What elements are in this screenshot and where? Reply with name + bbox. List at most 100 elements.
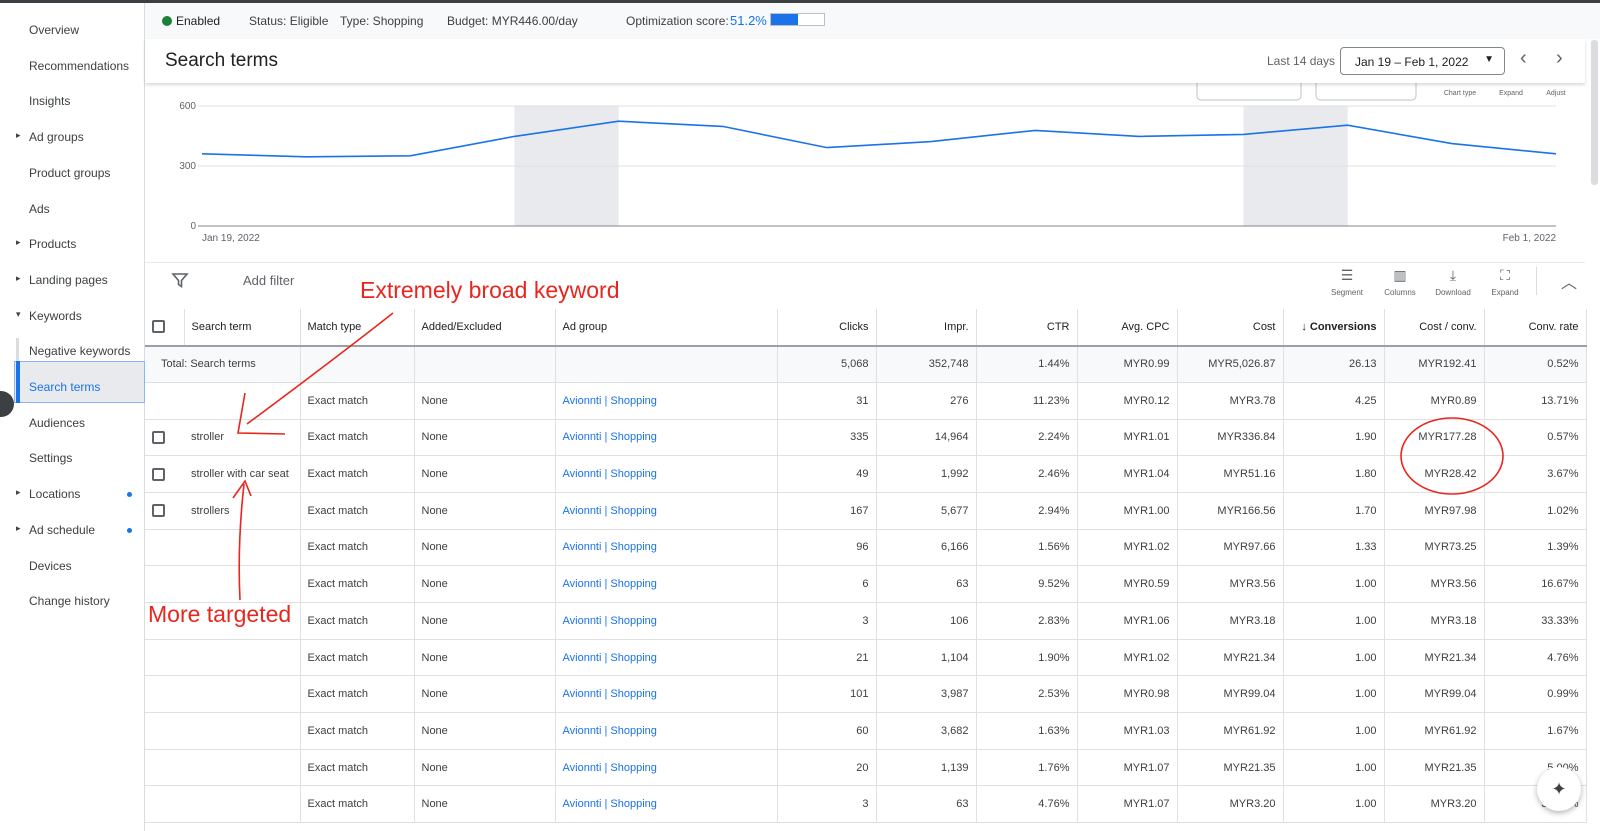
- nav-item[interactable]: Audiences: [29, 415, 86, 430]
- ad-group-link[interactable]: Avionnti | Shopping: [562, 541, 657, 554]
- cell: 49: [777, 455, 877, 493]
- expand-icon[interactable]: ⛶: [1500, 267, 1510, 283]
- nav-item[interactable]: Settings: [29, 451, 73, 466]
- column-header[interactable]: Cost / conv.: [1384, 309, 1485, 347]
- cell: MYR3.20: [1384, 785, 1485, 824]
- column-header[interactable]: Added/Excluded: [414, 309, 556, 347]
- cell-text: 106: [950, 614, 969, 627]
- cell-text: MYR21.35: [1223, 761, 1276, 774]
- column-header[interactable]: Clicks: [777, 309, 877, 347]
- nav-item[interactable]: Products: [29, 237, 77, 252]
- ad-group-link[interactable]: Avionnti | Shopping: [562, 578, 657, 591]
- ad-group-link[interactable]: Avionnti | Shopping: [562, 651, 657, 664]
- cell: stroller with car seat: [184, 455, 301, 493]
- date-picker[interactable]: Jan 19 – Feb 1, 2022 ▼: [1340, 47, 1505, 75]
- cell: 1.00: [1283, 639, 1385, 677]
- type: Type: Shopping: [340, 14, 424, 28]
- cell: [184, 785, 301, 824]
- column-header[interactable]: Conv. rate: [1484, 309, 1587, 347]
- ad-group-link[interactable]: Avionnti | Shopping: [562, 468, 657, 481]
- segment-icon[interactable]: ☰: [1340, 267, 1354, 283]
- column-header[interactable]: Search term: [184, 309, 301, 347]
- cell-text: 4.25: [1355, 394, 1377, 407]
- cell: [184, 712, 301, 750]
- nav-caret: ▾: [16, 308, 21, 319]
- range-label: Last 14 days: [1267, 54, 1336, 68]
- nav-item[interactable]: Ad groups: [29, 130, 84, 145]
- next-button[interactable]: ›: [1556, 47, 1563, 69]
- download[interactable]: Download: [1435, 288, 1471, 297]
- nav-item[interactable]: Devices: [29, 558, 72, 573]
- column-header[interactable]: Impr.: [876, 309, 977, 347]
- ad-group-link[interactable]: Avionnti | Shopping: [562, 431, 657, 444]
- cell-text: 1.00: [1355, 688, 1377, 701]
- download-icon[interactable]: ⤓: [1449, 267, 1457, 283]
- nav-item[interactable]: Insights: [29, 94, 71, 109]
- column-header[interactable]: Cost: [1177, 309, 1284, 347]
- ad-group-link[interactable]: Avionnti | Shopping: [562, 688, 657, 701]
- cell-text: 96: [856, 541, 869, 554]
- column-header[interactable]: Match type: [300, 309, 415, 347]
- chart-expand[interactable]: Expand: [1499, 90, 1523, 97]
- nav-item[interactable]: Landing pages: [29, 272, 108, 287]
- collapse-button[interactable]: [0, 391, 14, 417]
- cell: MYR1.02: [1077, 639, 1178, 677]
- cell-text: MYR1.06: [1123, 614, 1170, 627]
- total-label: Total: Search terms: [145, 345, 301, 383]
- optimization-label: Optimization score:: [626, 14, 729, 28]
- ad-group-link[interactable]: Avionnti | Shopping: [562, 504, 657, 517]
- column-header[interactable]: CTR: [976, 309, 1078, 347]
- cell-text: 33.33%: [1541, 614, 1579, 627]
- nav-item[interactable]: Product groups: [29, 165, 111, 180]
- nav-item[interactable]: Ad schedule: [29, 522, 96, 537]
- nav-item[interactable]: Ads: [29, 201, 50, 216]
- nav-item[interactable]: Locations: [29, 487, 81, 502]
- cell: None: [414, 419, 556, 457]
- segment[interactable]: Segment: [1330, 288, 1364, 297]
- column-header[interactable]: Ad group: [555, 309, 778, 347]
- ad-group-link[interactable]: Avionnti | Shopping: [562, 761, 657, 774]
- cell-text: 11.23%: [1033, 394, 1070, 407]
- checkbox[interactable]: [152, 504, 165, 518]
- prev-button[interactable]: ‹: [1520, 47, 1527, 69]
- nav-item[interactable]: Negative keywords: [29, 344, 131, 359]
- column-header[interactable]: Avg. CPC: [1077, 309, 1178, 347]
- add-filter[interactable]: Add filter: [243, 273, 295, 288]
- cell: Exact match: [300, 565, 415, 603]
- assistant-button[interactable]: ✦: [1537, 767, 1581, 811]
- columns-icon[interactable]: ▥: [1393, 267, 1407, 283]
- cell: MYR99.04: [1177, 675, 1284, 714]
- nav-item[interactable]: Keywords: [29, 308, 82, 323]
- nav-item[interactable]: Change history: [29, 594, 110, 609]
- chart-adjust[interactable]: Adjust: [1546, 90, 1566, 97]
- cell: None: [414, 455, 556, 493]
- nav-item[interactable]: Overview: [29, 23, 80, 37]
- checkbox[interactable]: [152, 467, 165, 481]
- cell: 5,677: [876, 492, 977, 530]
- expand[interactable]: Expand: [1491, 288, 1519, 297]
- cell: 11.23%: [976, 382, 1078, 420]
- cell-text: 1.56%: [1038, 541, 1070, 554]
- cell: Avionnti | Shopping: [555, 565, 778, 603]
- cell-text: 167: [850, 504, 869, 517]
- cell: 106: [876, 602, 977, 640]
- cell-text: 2.94%: [1038, 504, 1070, 517]
- cell: 96: [777, 529, 877, 567]
- cell-text: None: [421, 724, 448, 737]
- columns[interactable]: Columns: [1384, 288, 1416, 297]
- ad-group-link[interactable]: Avionnti | Shopping: [562, 614, 657, 627]
- checkbox[interactable]: [152, 430, 165, 444]
- ad-group-link[interactable]: Avionnti | Shopping: [562, 724, 657, 737]
- ad-group-link[interactable]: Avionnti | Shopping: [562, 394, 657, 407]
- filter-icon[interactable]: [171, 271, 189, 289]
- cell: MYR1.01: [1077, 419, 1178, 457]
- cell: MYR3.20: [1177, 785, 1284, 824]
- nav-item[interactable]: Search terms: [29, 380, 101, 394]
- checkbox[interactable]: [152, 320, 165, 334]
- chart-type[interactable]: Chart type: [1444, 90, 1476, 97]
- collapse[interactable]: ︿: [1561, 275, 1578, 292]
- cell-text: MYR1.03: [1123, 724, 1170, 737]
- ad-group-link[interactable]: Avionnti | Shopping: [562, 798, 657, 811]
- column-header[interactable]: ↓ Conversions: [1283, 309, 1385, 347]
- nav-item[interactable]: Recommendations: [29, 58, 130, 73]
